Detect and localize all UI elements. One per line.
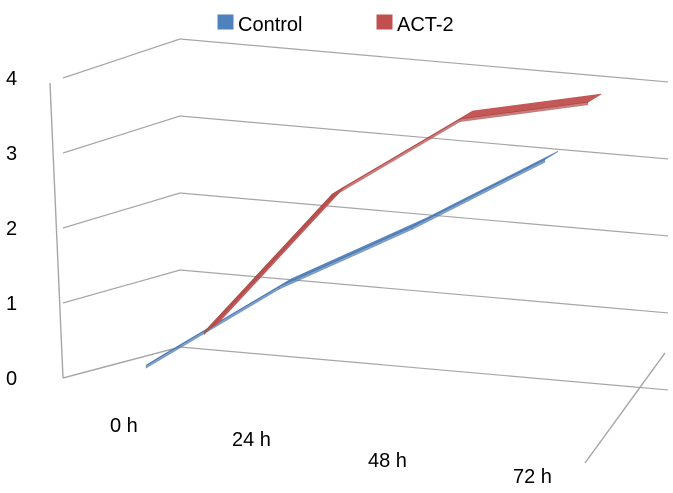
back-wall-gridline — [180, 116, 668, 159]
floor-left-edge — [63, 347, 180, 378]
back-wall-gridline — [180, 270, 668, 313]
x-tick-labels: 0 h 24 h 48 h 72 h — [110, 415, 552, 488]
y-tick-label: 4 — [6, 68, 17, 90]
y-tick-label: 2 — [6, 218, 17, 240]
x-tick-label-72-h: 72 h — [513, 466, 552, 488]
left-wall-gridline — [63, 116, 180, 153]
left-wall-gridline — [63, 270, 180, 303]
left-wall-gridline — [63, 193, 180, 228]
floor-right-edge — [585, 353, 665, 463]
y-tick-label: 1 — [6, 293, 17, 315]
series-act-2-segment-top — [460, 94, 601, 119]
legend-swatch-act-2 — [377, 15, 392, 29]
legend-label-act-2: ACT-2 — [397, 14, 454, 36]
left-wall-gridline — [63, 39, 180, 78]
back-wall-gridline — [180, 39, 668, 82]
back-wall-gridline — [180, 193, 668, 236]
legend-label-control: Control — [238, 14, 302, 36]
x-tick-label-48-h: 48 h — [368, 450, 407, 472]
y-axis-line — [50, 83, 63, 378]
grid-layer — [63, 39, 668, 390]
y-tick-label: 3 — [6, 143, 17, 165]
y-tick-label: 0 — [6, 368, 17, 390]
series-layer — [146, 94, 601, 368]
x-tick-label-0-h: 0 h — [110, 415, 138, 437]
legend-swatch-control — [218, 15, 233, 29]
axis-layer — [50, 83, 665, 463]
x-tick-label-24-h: 24 h — [232, 429, 271, 451]
legend: Control ACT-2 — [218, 14, 454, 36]
y-tick-labels: 0 1 2 3 4 — [6, 68, 17, 390]
series-act-2-segment-face — [204, 194, 332, 335]
back-wall-gridline — [180, 347, 668, 390]
